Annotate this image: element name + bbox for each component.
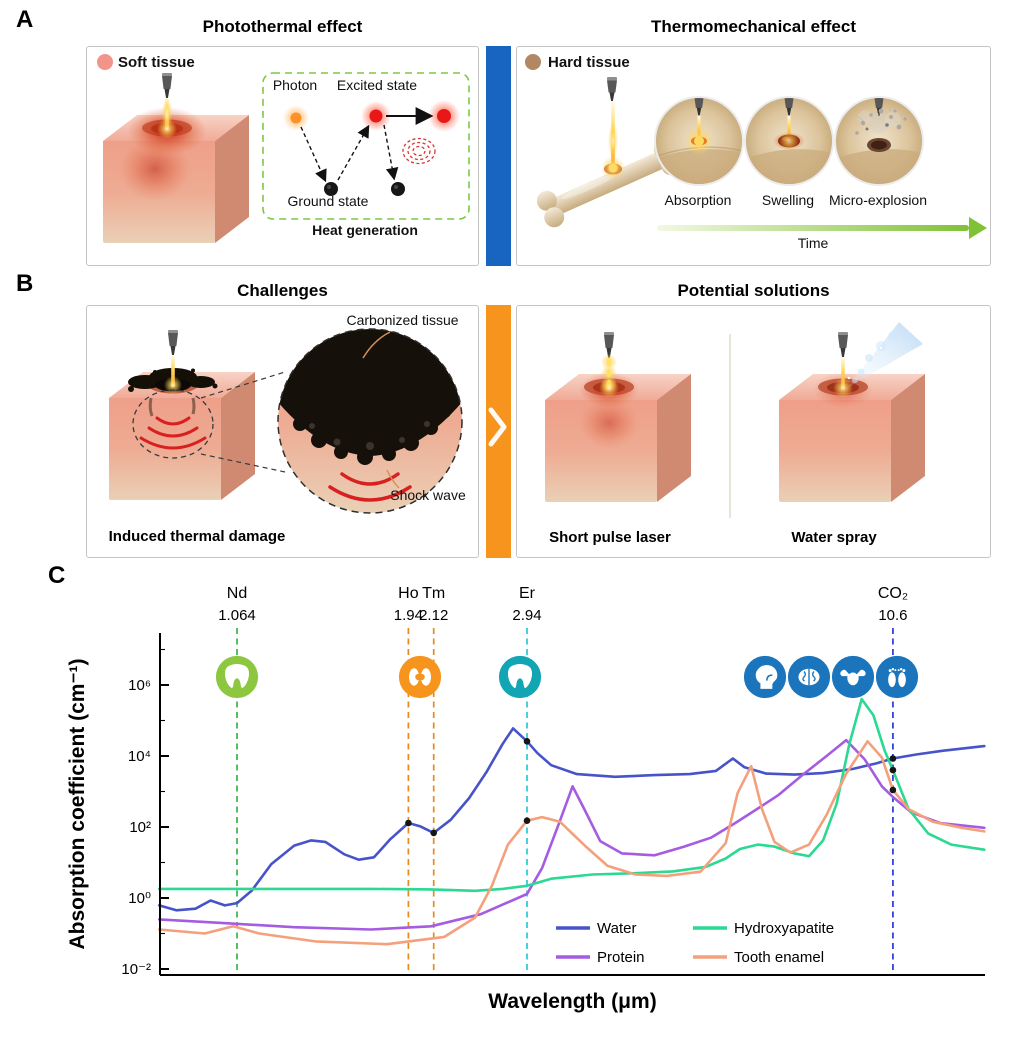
solutions-panel [516,305,991,558]
tooth-icon-er [498,655,542,699]
micro-explosion-stage-circle [834,96,924,186]
panel-b-letter: B [16,270,34,297]
panel-c-letter: C [48,562,66,589]
svg-text:2.94: 2.94 [512,607,541,624]
svg-text:10²: 10² [129,819,151,836]
water-droplets [847,346,883,380]
magnified-view [277,328,463,514]
thermomechanical-panel [516,46,991,266]
water-mist [852,331,898,383]
excitation-arrow [337,124,370,181]
stage-swelling-label: Swelling [761,192,815,208]
brain-icon [787,655,831,699]
debris-particles [855,108,907,135]
shock-wave-arcs [139,416,207,450]
heat-generation-box [262,72,470,220]
laser-beam [171,355,175,387]
excited-state-label: Excited state [336,77,418,93]
heat-spiral [402,137,436,165]
stage-absorption-label: Absorption [664,192,732,208]
short-pulse-laser-caption: Short pulse laser [549,529,671,546]
time-label: Time [797,235,829,251]
chevron-right-icon [488,407,507,447]
panel-b-right-title: Potential solutions [677,281,830,300]
water-spray-cone [847,322,923,388]
bone-illustration [536,77,682,228]
svg-text:1.064: 1.064 [218,607,256,624]
svg-text:Tooth enamel: Tooth enamel [734,949,824,966]
challenges-panel [86,305,479,558]
ground-state-label: Ground state [287,193,369,209]
absorption-arrow [300,126,327,183]
zoom-connector-top [200,371,286,399]
time-arrow [657,225,969,231]
svg-text:Tm: Tm [422,585,445,602]
svg-text:Nd: Nd [227,585,247,602]
photon-label: Photon [272,77,318,93]
carbonized-tissue-block [109,330,255,500]
panel-a-right-title: Thermomechanical effect [650,17,856,36]
soft-tissue-label: Soft tissue [118,54,195,71]
panel-a-letter: A [16,6,34,33]
swelling-stage-circle [744,96,834,186]
panel-a-left-title: Photothermal effect [202,17,363,36]
feet-icon [875,655,919,699]
svg-text:Er: Er [519,585,536,602]
ground-state-dot-2 [391,182,405,196]
svg-text:Hydroxyapatite: Hydroxyapatite [734,920,834,937]
carbonized-pointer [362,331,391,359]
svg-text:Absorption coefficient (cm⁻¹): Absorption coefficient (cm⁻¹) [66,658,89,949]
svg-text:10⁰: 10⁰ [128,890,151,907]
time-arrow-head [969,217,987,239]
zoom-source-circle [132,389,214,459]
soft-tissue-legend-dot [97,54,113,70]
panel-b-left-title: Challenges [237,281,328,300]
uterus-icon [831,655,875,699]
carbonized-tissue-label: Carbonized tissue [346,312,459,328]
svg-text:2.12: 2.12 [419,607,448,624]
shock-wave-pointer [386,469,400,489]
hard-tissue-legend-dot [525,54,541,70]
ground-state-dot [324,182,338,196]
svg-text:CO₂: CO₂ [878,585,908,602]
laser-beam [841,357,845,389]
shock-wave-label: Shock wave [390,487,466,503]
solutions-illustration [545,322,925,518]
svg-text:1.94: 1.94 [394,607,423,624]
kidneys-icon [398,655,442,699]
head-icon [743,655,787,699]
svg-text:10⁻²: 10⁻² [121,961,151,978]
water-spray-caption: Water spray [791,529,877,546]
magnifier-circle [277,328,463,514]
panel-a-divider [486,46,511,266]
svg-text:10⁴: 10⁴ [128,748,151,765]
challenges-illustration [109,328,463,514]
absorption-stage-circle [654,96,744,186]
svg-text:Water: Water [597,920,636,937]
thermomechanical-illustration [525,54,987,239]
induced-thermal-damage-caption: Induced thermal damage [108,528,286,545]
soft-tissue-block [103,73,249,243]
tooth-icon-nd [215,655,259,699]
hard-tissue-label: Hard tissue [548,54,630,71]
svg-text:10.6: 10.6 [878,607,907,624]
photothermal-panel [86,46,479,266]
svg-text:10⁶: 10⁶ [128,677,151,694]
svg-text:Protein: Protein [597,949,645,966]
heat-generation-label: Heat generation [312,222,418,238]
pulse-beam [599,354,619,398]
stage-micro-explosion-label: Micro-explosion [828,192,928,208]
short-pulse-laser-block [545,332,691,502]
svg-text:Wavelength (μm): Wavelength (μm) [488,990,656,1013]
absorption-chart: Nd 1.064 Ho 1.94 Tm 2.12 Er 2.94 CO₂ 10.6 10⁻² 10⁰ 1… [66,585,986,1013]
svg-text:Ho: Ho [398,585,419,602]
water-spray-block [779,322,925,502]
relaxation-arrow [383,124,399,181]
photothermal-illustration [97,54,470,243]
